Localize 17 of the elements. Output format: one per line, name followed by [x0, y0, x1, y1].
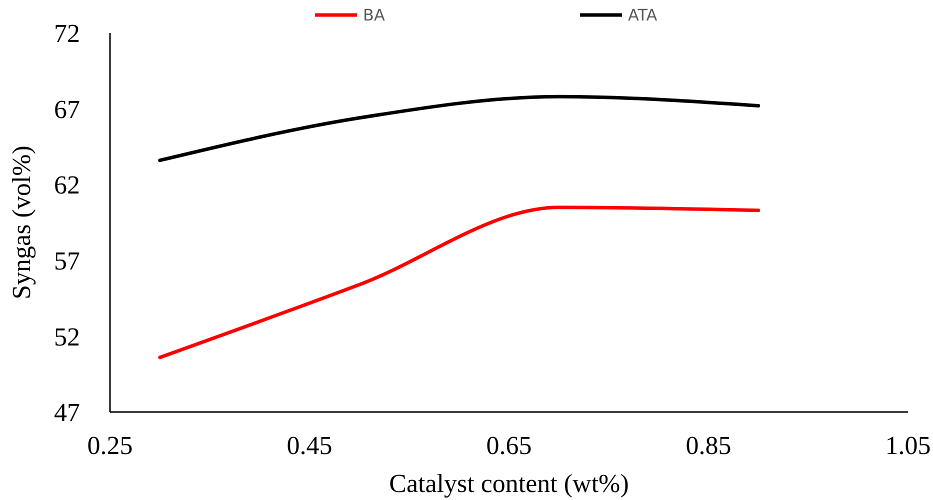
x-tick-label: 0.65 [486, 431, 532, 460]
y-tick-label: 47 [54, 398, 80, 428]
y-axis-title: Syngas (vol%) [7, 146, 36, 300]
x-tick-label: 0.25 [87, 431, 133, 460]
line-series [158, 206, 760, 360]
y-tick-label: 57 [54, 246, 80, 276]
y-tick-label: 62 [54, 170, 80, 200]
y-tick-label: 72 [54, 19, 80, 48]
legend-label: BA [363, 6, 385, 25]
line-series [158, 94, 760, 162]
x-tick-label: 1.05 [885, 431, 931, 460]
x-tick-label: 0.85 [686, 431, 732, 460]
x-axis-title: Catalyst content (wt%) [389, 469, 629, 498]
x-tick-label: 0.45 [286, 431, 332, 460]
y-tick-label: 67 [54, 94, 80, 124]
y-tick-label: 52 [54, 322, 80, 352]
legend-label: ATA [628, 6, 658, 25]
